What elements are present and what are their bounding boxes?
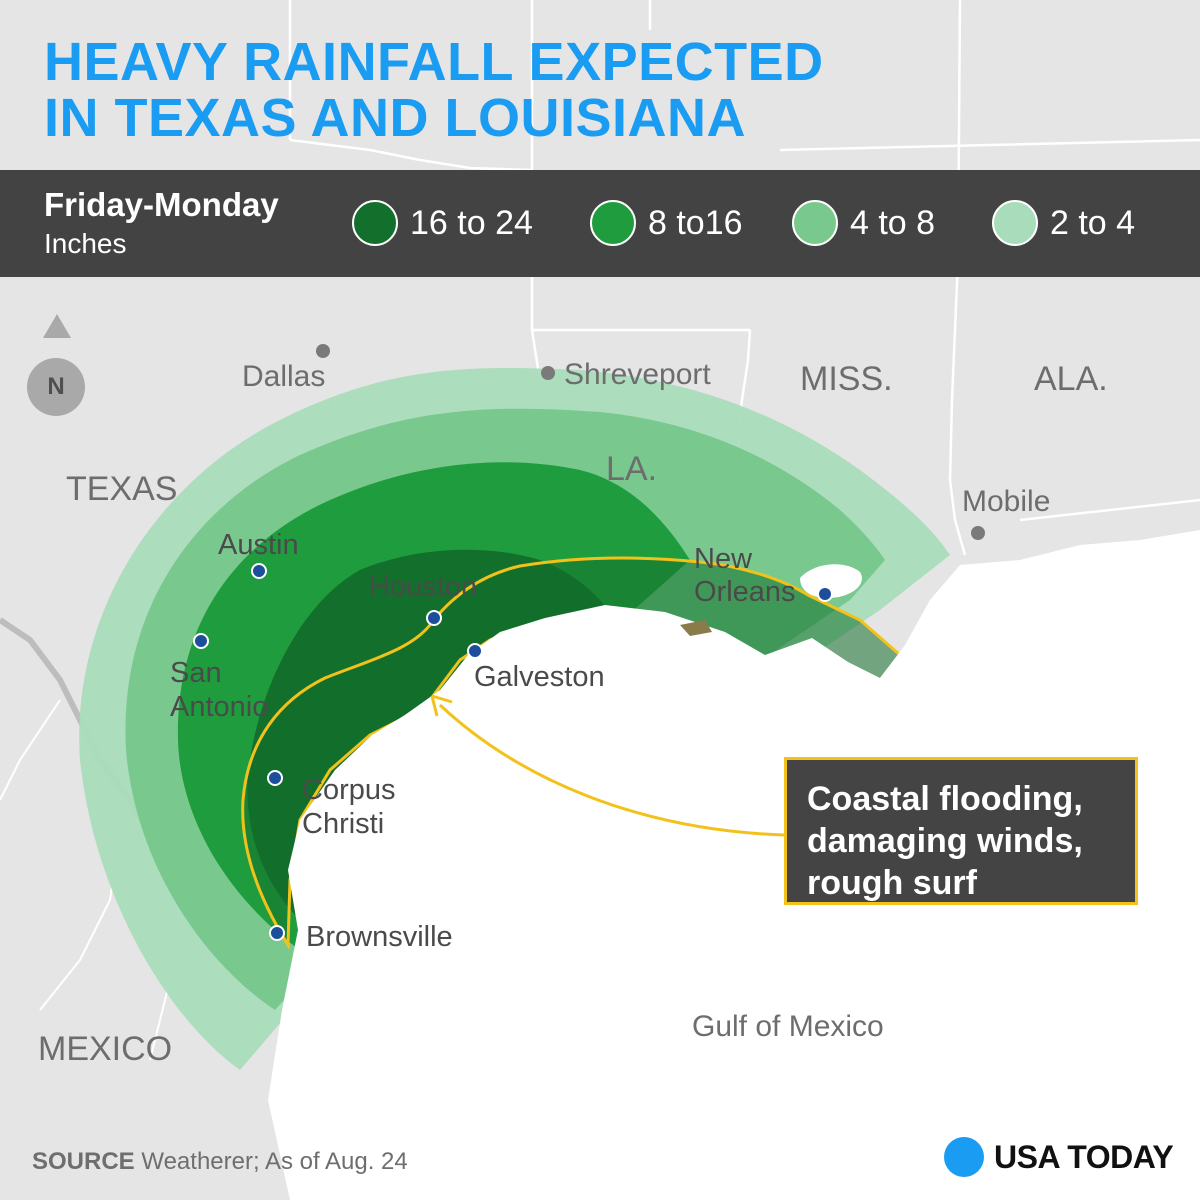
region-label-gulf-of-mexico: Gulf of Mexico [692, 1010, 884, 1043]
mobile-marker [971, 526, 985, 540]
title-line-2: IN TEXAS AND LOUISIANA [44, 88, 747, 148]
callout-arrow [438, 703, 785, 837]
lake-pontchartrain [800, 564, 862, 598]
north-arrow-icon: N [27, 314, 87, 416]
new-orleans-marker [817, 586, 833, 602]
city-label-shreveport: Shreveport [564, 358, 711, 391]
city-label-new-orleans-line-1: New [694, 543, 753, 575]
gulf-of-mexico-water [268, 530, 1200, 1200]
legend-unit: Inches [44, 228, 127, 259]
city-label-brownsville: Brownsville [306, 921, 453, 953]
page-title: HEAVY RAINFALL EXPECTED IN TEXAS AND LOU… [44, 34, 824, 146]
shreveport-marker [541, 366, 555, 380]
city-label-austin: Austin [218, 529, 299, 561]
legend-item-8-to-16: 8 to16 [590, 200, 743, 246]
north-arrow-triangle [43, 314, 71, 338]
legend-label-4-to-8: 4 to 8 [850, 203, 936, 242]
legend-swatch-2-to-4 [992, 200, 1038, 246]
coastal-zone-outline [241, 556, 903, 951]
austin-marker [251, 563, 267, 579]
city-label-houston: Houston [369, 571, 478, 603]
legend-swatch-4-to-8 [792, 200, 838, 246]
city-label-corpus-christi-line-1: Corpus [302, 774, 396, 806]
city-label-mobile: Mobile [962, 485, 1051, 518]
city-label-dallas: Dallas [242, 360, 326, 393]
state-label-mississippi: MISS. [800, 360, 893, 398]
legend-period: Friday-Monday [44, 186, 279, 223]
callout-arrow-head [430, 694, 453, 717]
dallas-marker [316, 344, 330, 358]
legend-item-4-to-8: 4 to 8 [792, 200, 935, 246]
title-line-1: HEAVY RAINFALL EXPECTED [44, 32, 824, 92]
legend-label-8-to-16: 8 to16 [648, 203, 743, 242]
callout-line-1: Coastal flooding, [807, 780, 1083, 818]
legend-item-2-to-4: 2 to 4 [992, 200, 1135, 246]
city-label-san-antonio-line-2: Antonio [170, 691, 269, 723]
houston-marker [426, 610, 442, 626]
galveston-marker [467, 643, 483, 659]
legend-label-2-to-4: 2 to 4 [1050, 203, 1136, 242]
san-antonio-marker [193, 633, 209, 649]
legend-swatch-16-to-24 [352, 200, 398, 246]
tennessee-line [648, 0, 1200, 152]
reference-city-markers [316, 344, 985, 540]
legend-bar: Friday-Monday Inches 16 to 24 8 to16 4 t… [0, 170, 1200, 277]
lake-marsh [680, 620, 712, 636]
legend-label-16-to-24: 16 to 24 [410, 203, 533, 242]
north-label: N [47, 373, 65, 400]
source-text: Weatherer; As of Aug. 24 [134, 1148, 408, 1175]
legend-swatch-8-to-16 [590, 200, 636, 246]
brand-name: USA TODAY [994, 1138, 1174, 1175]
coastal-impact-callout: Coastal flooding, damaging winds, rough … [784, 757, 1138, 905]
city-markers [193, 563, 833, 941]
north-arrow-circle: N [27, 358, 85, 416]
source-note: SOURCE Weatherer; As of Aug. 24 [32, 1148, 408, 1176]
city-label-galveston: Galveston [474, 661, 605, 693]
city-label-corpus-christi-line-2: Christi [302, 808, 385, 840]
state-label-alabama: ALA. [1034, 360, 1108, 398]
usa-today-logo: USA TODAY [944, 1137, 1174, 1177]
texas-oklahoma-line [289, 138, 533, 172]
brand-dot-icon [944, 1137, 984, 1177]
callout-line-2: damaging winds, [807, 822, 1083, 860]
source-label: SOURCE [32, 1148, 135, 1175]
brownsville-marker [269, 925, 285, 941]
state-label-texas: TEXAS [66, 470, 178, 508]
city-label-san-antonio-line-1: San [170, 657, 222, 689]
legend-item-16-to-24: 16 to 24 [352, 200, 533, 246]
corpus-christi-marker [267, 770, 283, 786]
state-label-louisiana: LA. [606, 450, 658, 488]
callout-line-3: rough surf [807, 864, 977, 902]
region-label-mexico: MEXICO [38, 1030, 173, 1068]
city-label-new-orleans-line-2: Orleans [694, 576, 796, 608]
alabama-florida-line [1019, 498, 1200, 522]
